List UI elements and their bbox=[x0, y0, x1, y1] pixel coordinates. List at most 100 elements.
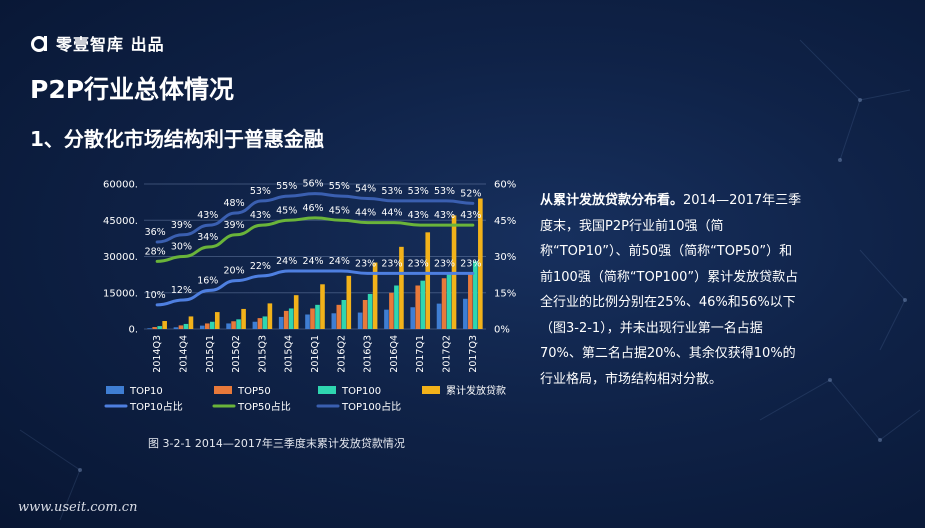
data-label: 36% bbox=[145, 227, 166, 238]
x-tick-label: 2016Q2 bbox=[336, 335, 347, 373]
loan-distribution-chart: 0. 0% 15000. 15% 30000. 30% 45000. 45% 60000. 60%… bbox=[92, 170, 532, 430]
legend-label: TOP10 bbox=[129, 386, 163, 397]
chart-caption: 图 3-2-1 2014—2017年三季度末累计发放贷款情况 bbox=[148, 437, 405, 450]
footer-url: www.useit.com.cn bbox=[18, 500, 138, 515]
y-right-tick-label: 15% bbox=[494, 288, 516, 299]
bar-累计发放贷款 bbox=[399, 246, 404, 329]
bar-TOP50 bbox=[441, 278, 447, 329]
data-label: 12% bbox=[171, 285, 192, 296]
data-label: 46% bbox=[302, 203, 323, 214]
bar-TOP100 bbox=[236, 319, 241, 329]
bar-累计发放贷款 bbox=[346, 275, 352, 329]
x-tick-label: 2017Q3 bbox=[468, 335, 479, 373]
y-right-tick-label: 60% bbox=[494, 180, 516, 191]
bar-TOP10 bbox=[357, 312, 363, 329]
bar-累计发放贷款 bbox=[267, 303, 273, 329]
bar-TOP100 bbox=[473, 261, 478, 329]
data-label: 16% bbox=[197, 275, 218, 286]
legend-label: 累计发放贷款 bbox=[446, 384, 506, 397]
data-label: 22% bbox=[250, 261, 271, 272]
data-label: 24% bbox=[302, 256, 323, 267]
data-label: 53% bbox=[434, 186, 455, 197]
data-label: 44% bbox=[355, 208, 376, 219]
bar-累计发放贷款 bbox=[425, 232, 431, 329]
bar-TOP10 bbox=[278, 316, 284, 329]
legend-swatch bbox=[422, 386, 440, 394]
chart-svg: 0. 0% 15000. 15% 30000. 30% 45000. 45% 60000. 60%… bbox=[103, 179, 516, 413]
bar-累计发放贷款 bbox=[293, 295, 299, 329]
section-subtitle: 1、分散化市场结构利于普惠金融 bbox=[30, 127, 324, 151]
bar-TOP100 bbox=[341, 300, 347, 329]
data-label: 23% bbox=[355, 258, 376, 269]
legend-label: TOP10占比 bbox=[129, 400, 183, 413]
data-label: 23% bbox=[381, 258, 402, 269]
legend-swatch bbox=[214, 386, 232, 394]
bar-TOP100 bbox=[367, 293, 373, 329]
data-label: 23% bbox=[434, 258, 455, 269]
brand: 零壹智库 出品 bbox=[30, 31, 165, 55]
page-title: P2P行业总体情况 bbox=[30, 75, 235, 104]
y-right-tick-label: 45% bbox=[494, 216, 516, 227]
data-label: 53% bbox=[250, 186, 271, 197]
bar-TOP100 bbox=[394, 285, 399, 329]
bar-TOP100 bbox=[315, 304, 320, 329]
x-tick-label: 2017Q1 bbox=[415, 335, 426, 373]
legend-swatch bbox=[106, 386, 124, 394]
y-right-tick-label: 0% bbox=[494, 325, 510, 336]
bar-TOP10 bbox=[226, 323, 231, 329]
data-label: 23% bbox=[460, 258, 481, 269]
bar-TOP10 bbox=[384, 309, 389, 329]
data-label: 55% bbox=[329, 181, 350, 192]
data-label: 48% bbox=[224, 198, 245, 209]
y-left-tick-label: 0. bbox=[128, 325, 138, 336]
bar-TOP50 bbox=[389, 292, 394, 329]
bar-TOP100 bbox=[288, 308, 294, 329]
line-TOP10占比 bbox=[155, 269, 475, 307]
bar-TOP10 bbox=[331, 313, 337, 329]
data-label: 45% bbox=[329, 205, 350, 216]
bar-TOP50 bbox=[178, 325, 184, 329]
bar-TOP50 bbox=[283, 310, 289, 329]
data-label: 23% bbox=[408, 258, 429, 269]
bar-累计发放贷款 bbox=[372, 262, 378, 329]
bar-TOP50 bbox=[336, 304, 342, 329]
data-label: 39% bbox=[224, 220, 245, 231]
data-label: 43% bbox=[434, 210, 455, 221]
y-left-tick-label: 30000. bbox=[103, 252, 138, 263]
bar-累计发放贷款 bbox=[162, 321, 167, 329]
data-label: 56% bbox=[302, 179, 323, 190]
bar-TOP10 bbox=[173, 327, 179, 329]
data-label: 39% bbox=[171, 220, 192, 231]
legend-label: TOP50占比 bbox=[237, 400, 291, 413]
bar-TOP100 bbox=[157, 326, 162, 329]
data-label: 43% bbox=[250, 210, 271, 221]
x-tick-label: 2015Q3 bbox=[257, 335, 268, 373]
legend-swatch bbox=[318, 386, 336, 394]
data-label: 43% bbox=[408, 210, 429, 221]
bar-TOP50 bbox=[204, 323, 210, 329]
line-TOP100占比 bbox=[155, 192, 475, 244]
data-label: 20% bbox=[224, 266, 245, 277]
x-tick-label: 2015Q2 bbox=[231, 335, 242, 373]
data-label: 24% bbox=[329, 256, 350, 267]
data-label: 34% bbox=[197, 232, 218, 243]
bar-TOP50 bbox=[310, 308, 315, 329]
bar-TOP100 bbox=[446, 273, 452, 329]
data-label: 55% bbox=[276, 181, 297, 192]
y-left-tick-label: 45000. bbox=[103, 216, 138, 227]
bar-累计发放贷款 bbox=[214, 312, 220, 329]
data-label: 24% bbox=[276, 256, 297, 267]
data-label: 10% bbox=[145, 290, 166, 301]
bar-TOP50 bbox=[231, 321, 236, 329]
data-label: 45% bbox=[276, 205, 297, 216]
bar-TOP100 bbox=[420, 280, 426, 329]
data-label: 44% bbox=[381, 208, 402, 219]
bar-累计发放贷款 bbox=[478, 198, 483, 329]
y-left-tick-label: 60000. bbox=[103, 180, 138, 191]
bar-TOP100 bbox=[209, 321, 215, 329]
bar-TOP10 bbox=[147, 328, 152, 329]
bar-TOP10 bbox=[252, 321, 258, 329]
bar-TOP10 bbox=[199, 325, 205, 329]
data-label: 52% bbox=[460, 188, 481, 199]
data-label: 28% bbox=[145, 246, 166, 257]
